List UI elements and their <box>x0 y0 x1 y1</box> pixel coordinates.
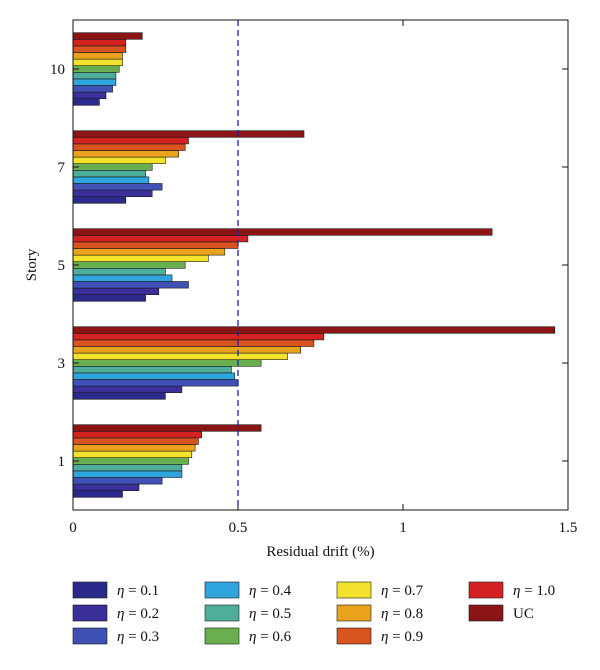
x-tick-label: 1 <box>399 520 407 536</box>
bar-story-1-series-4 <box>72 463 183 472</box>
bar-story-7-series-4 <box>72 170 146 178</box>
legend-swatch <box>204 627 240 645</box>
bar-story-3-series-7 <box>72 346 301 354</box>
legend-swatch <box>72 604 108 622</box>
bar-story-5-series-8 <box>72 241 239 249</box>
bar-story-10-series-3 <box>72 78 117 86</box>
bar-story-1-series-6 <box>72 450 193 459</box>
legend-swatch <box>204 581 240 599</box>
bar-story-10-series-2 <box>72 85 113 93</box>
legend-label: η = 0.5 <box>249 606 291 622</box>
bar-story-10-series-7 <box>72 52 123 60</box>
legend-label: η = 0.9 <box>381 629 423 645</box>
legend-swatch <box>72 627 108 645</box>
bar-story-7-series-8 <box>72 143 186 151</box>
bar-story-10-series-1 <box>72 91 107 99</box>
bar-story-3-series-0 <box>72 392 166 400</box>
bar-story-5-series-7 <box>72 248 226 256</box>
bar-story-1-series-1 <box>72 483 140 492</box>
legend-swatch <box>468 581 504 599</box>
bar-story-1-series-9 <box>72 430 202 439</box>
bar-story-3-series-3 <box>72 372 235 380</box>
bar-story-3-series-9 <box>72 332 325 341</box>
bar-story-5-series-9 <box>72 235 249 243</box>
legend-label: η = 0.8 <box>381 606 423 622</box>
y-tick-label: 7 <box>58 160 66 176</box>
legend-label: UC <box>513 606 534 622</box>
bar-story-5-series-5 <box>72 261 186 269</box>
x-axis-label: Residual drift (%) <box>266 544 374 560</box>
bar-story-5-series-4 <box>72 267 166 276</box>
bar-story-7-series-2 <box>72 183 163 191</box>
bar-story-1-series-0 <box>72 490 123 498</box>
y-tick-label: 5 <box>58 258 66 274</box>
bar-story-7-series-7 <box>72 150 179 158</box>
legend-swatch <box>72 581 108 599</box>
legend: η = 0.1 η = 0.2 η = 0.3 η = 0.4 η = 0.5 η = 0… <box>72 581 555 645</box>
legend-swatch <box>336 627 372 645</box>
bar-story-10-series-10 <box>72 32 143 40</box>
bar-story-10-series-5 <box>72 65 120 73</box>
x-tick-label: 0 <box>69 520 77 536</box>
legend-label: η = 0.2 <box>117 606 159 622</box>
bar-story-3-series-4 <box>72 365 232 374</box>
bar-story-10-series-9 <box>72 38 127 47</box>
bar-story-7-series-3 <box>72 176 150 184</box>
bar-story-3-series-5 <box>72 359 262 367</box>
bar-story-3-series-6 <box>72 352 288 361</box>
bar-story-7-series-5 <box>72 163 153 171</box>
bar-story-3-series-8 <box>72 339 315 347</box>
bar-story-10-series-4 <box>72 72 117 80</box>
bar-story-5-series-2 <box>72 281 189 289</box>
bar-story-3-series-2 <box>72 379 239 387</box>
bar-story-7-series-10 <box>72 130 305 138</box>
legend-label: η = 1.0 <box>513 583 555 599</box>
bar-story-10-series-6 <box>72 58 123 66</box>
bar-story-1-series-3 <box>72 470 183 478</box>
legend-swatch <box>468 604 504 622</box>
x-tick-label: 1.5 <box>559 520 578 536</box>
legend-label: η = 0.4 <box>249 583 292 599</box>
bar-story-10-series-0 <box>72 98 100 106</box>
bar-story-7-series-1 <box>72 189 153 198</box>
bar-story-1-series-8 <box>72 437 199 445</box>
bar-story-1-series-10 <box>72 424 262 432</box>
bar-story-1-series-7 <box>72 444 196 452</box>
legend-swatch <box>336 581 372 599</box>
legend-label: η = 0.1 <box>117 583 159 599</box>
bar-story-7-series-6 <box>72 156 166 165</box>
x-tick-label: 0.5 <box>229 520 248 536</box>
bar-story-5-series-0 <box>72 294 146 302</box>
y-tick-label: 1 <box>58 454 66 470</box>
y-tick-label: 10 <box>50 62 65 78</box>
bar-story-1-series-2 <box>72 477 163 485</box>
bar-story-5-series-10 <box>72 228 493 236</box>
legend-swatch <box>336 604 372 622</box>
bar-story-1-series-5 <box>72 457 189 465</box>
bars-layer <box>72 32 556 498</box>
bar-story-5-series-3 <box>72 274 173 282</box>
bar-story-3-series-1 <box>72 385 183 394</box>
bar-story-5-series-6 <box>72 254 209 263</box>
y-tick-label: 3 <box>58 356 66 372</box>
bar-story-7-series-9 <box>72 137 189 145</box>
y-axis-label: Story <box>24 248 40 281</box>
bar-story-3-series-10 <box>72 326 556 334</box>
legend-swatch <box>204 604 240 622</box>
legend-label: η = 0.7 <box>381 583 424 599</box>
legend-label: η = 0.6 <box>249 629 292 645</box>
legend-label: η = 0.3 <box>117 629 159 645</box>
bar-story-5-series-1 <box>72 287 160 296</box>
bar-story-10-series-8 <box>72 45 127 53</box>
bar-story-7-series-0 <box>72 196 127 204</box>
